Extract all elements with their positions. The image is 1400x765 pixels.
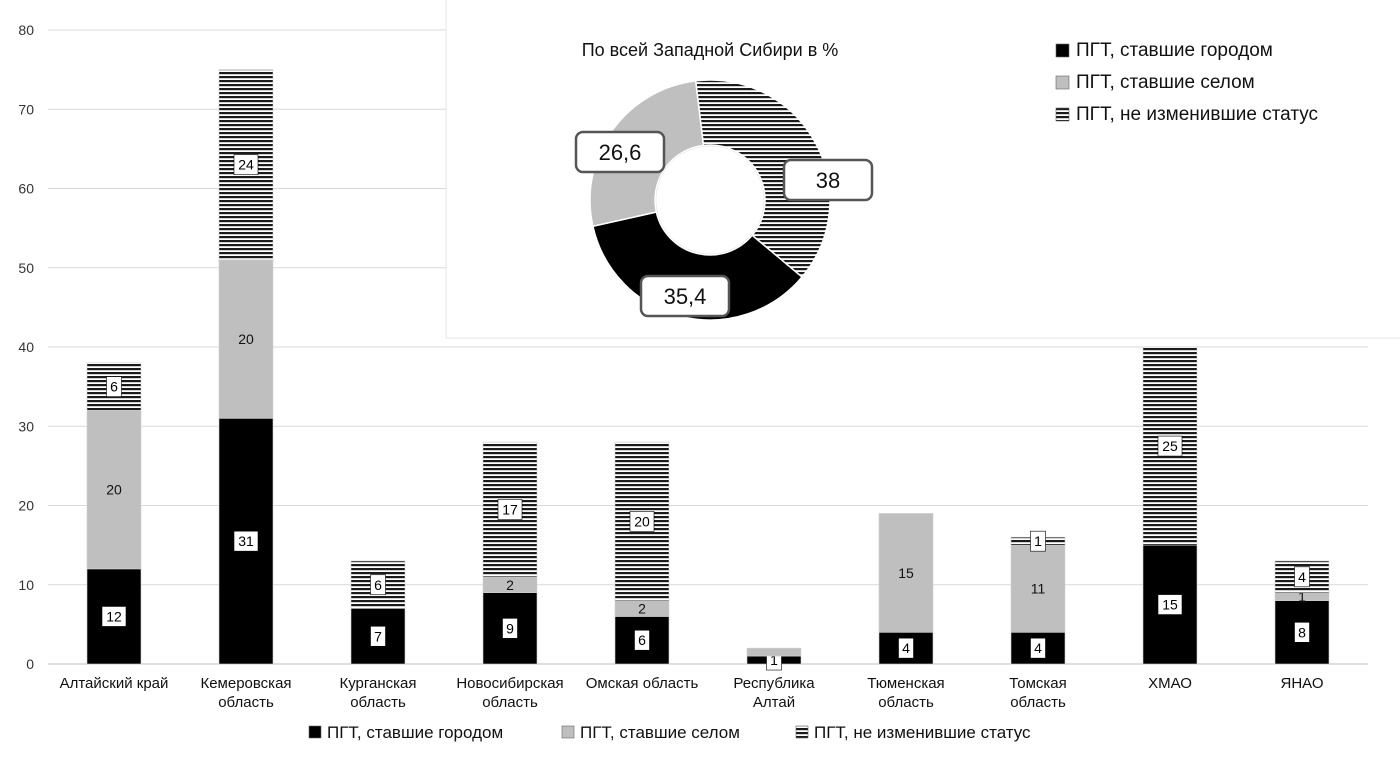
data-label: 9	[506, 620, 514, 636]
bar-segment	[878, 513, 934, 633]
pie-label: 26,6	[599, 140, 642, 165]
data-label: 8	[1298, 624, 1306, 640]
x-tick-label: Омская область	[586, 675, 699, 692]
x-axis-ticks: Алтайский край Кемеровская область Курганск…	[60, 675, 1324, 711]
legend-label: ПГТ, ставшие селом	[580, 723, 740, 742]
y-tick-label: 80	[18, 22, 34, 38]
legend-swatch	[1055, 107, 1070, 122]
data-label: 25	[1162, 438, 1178, 454]
data-label-box	[101, 606, 127, 627]
x-tick-label: Курганская область	[339, 675, 416, 711]
x-tick-label: ХМАО	[1148, 675, 1192, 692]
y-tick-label: 20	[18, 498, 34, 514]
legend-label: ПГТ, не изменившие статус	[1076, 104, 1318, 125]
data-label: 6	[374, 577, 382, 593]
data-label-box	[233, 530, 259, 552]
legend-swatch	[1055, 75, 1070, 90]
data-label-box	[1030, 637, 1046, 659]
legend-swatch	[308, 725, 322, 739]
bar-segment	[350, 560, 406, 609]
data-label: 31	[238, 533, 254, 549]
legend-swatch	[795, 725, 809, 739]
data-label-box	[898, 637, 914, 659]
x-tick-label: Новосибирская область	[456, 675, 563, 711]
data-label: 4	[1034, 640, 1042, 656]
data-label: 24	[238, 157, 254, 173]
data-label: 20	[634, 513, 650, 529]
data-label: 11	[1031, 581, 1046, 597]
y-tick-label: 60	[18, 181, 34, 197]
data-label-box	[1030, 530, 1046, 552]
data-label: 1	[1298, 589, 1306, 605]
data-label-box	[629, 511, 655, 532]
data-label: 6	[110, 379, 118, 395]
bar-segment	[1010, 544, 1066, 633]
data-label: 12	[106, 608, 122, 624]
legend-label: ПГТ, ставшие городом	[327, 723, 503, 742]
data-label: 15	[1162, 597, 1178, 613]
data-label: 2	[506, 577, 514, 593]
legend-swatch	[561, 725, 575, 739]
data-label-box	[1157, 435, 1183, 457]
data-label: 4	[1298, 569, 1306, 585]
bar-segment	[218, 259, 274, 419]
data-label: 20	[106, 482, 122, 498]
legend-swatch	[1055, 43, 1070, 58]
data-label-box	[370, 625, 386, 647]
data-label-box	[1157, 594, 1183, 615]
y-tick-label: 10	[18, 577, 34, 593]
data-label-box	[502, 618, 518, 639]
data-label: 20	[238, 331, 254, 347]
data-label-box	[634, 629, 650, 651]
data-label: 6	[638, 632, 646, 648]
y-tick-label: 40	[18, 339, 34, 355]
data-label-box	[497, 499, 523, 520]
pie-label: 38	[816, 168, 840, 193]
y-tick-label: 70	[18, 101, 34, 117]
x-tick-label: Республика Алтай	[733, 675, 815, 711]
data-label: 17	[502, 501, 518, 517]
donut-inset: По всей Западной Сибири в % 38 35,4 26,6 ПГТ…	[445, 0, 1400, 339]
x-tick-label: Кемеровская область	[200, 675, 291, 711]
data-label-box	[1294, 566, 1310, 588]
pie-label: 35,4	[664, 284, 707, 309]
data-label: 4	[902, 640, 910, 656]
data-label-box	[370, 574, 386, 596]
data-label: 1	[1034, 533, 1042, 549]
data-label-box	[106, 376, 122, 397]
data-label-box	[1294, 621, 1310, 643]
x-tick-label: Тюменская область	[867, 675, 944, 711]
data-label: 7	[374, 628, 382, 644]
pie-label-box	[782, 158, 874, 202]
data-label: 15	[898, 565, 914, 581]
legend-label: ПГТ, не изменившие статус	[814, 723, 1031, 742]
legend-label: ПГТ, ставшие городом	[1076, 40, 1273, 61]
bottom-legend: ПГТ, ставшие городом ПГТ, ставшие селом ПГ…	[308, 723, 1031, 742]
x-tick-label: ЯНАО	[1280, 675, 1323, 692]
x-tick-label: Алтайский край	[60, 675, 169, 692]
legend-label: ПГТ, ставшие селом	[1076, 72, 1255, 93]
bar-segment	[746, 647, 802, 657]
pie-slice	[694, 79, 831, 279]
y-axis-ticks: 0 10 20 30 40 50 60 70 80	[18, 22, 34, 672]
data-label-box	[233, 154, 259, 176]
pie-title: По всей Западной Сибири в %	[582, 40, 839, 60]
y-tick-label: 0	[26, 656, 34, 672]
data-label: 1	[770, 652, 778, 668]
x-tick-label: Томская область	[1009, 675, 1067, 711]
donut-hole	[655, 145, 765, 255]
pie-label-box	[639, 274, 731, 318]
y-tick-label: 30	[18, 418, 34, 434]
pie-label-box	[574, 130, 666, 174]
data-label: 2	[638, 601, 646, 617]
y-tick-label: 50	[18, 260, 34, 276]
